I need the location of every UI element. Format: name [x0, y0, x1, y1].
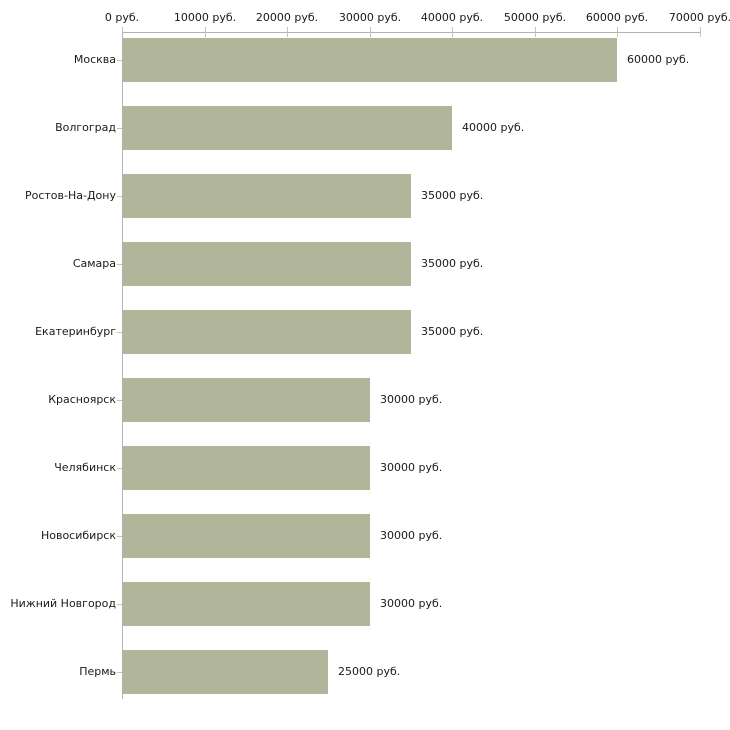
x-tick-label: 50000 руб. — [503, 11, 567, 24]
x-tick-label: 30000 руб. — [338, 11, 402, 24]
value-label: 35000 руб. — [421, 189, 484, 202]
x-axis-line — [122, 32, 700, 33]
x-tick-label: 10000 руб. — [173, 11, 237, 24]
bar — [123, 378, 370, 422]
x-tick-mark — [452, 27, 453, 37]
category-label: Новосибирск — [40, 529, 116, 542]
category-label: Нижний Новгород — [10, 597, 116, 610]
x-tick-mark — [535, 27, 536, 37]
value-label: 30000 руб. — [380, 393, 443, 406]
x-tick-mark — [700, 27, 701, 37]
category-label: Москва — [73, 53, 116, 66]
x-tick-label: 0 руб. — [104, 11, 140, 24]
value-label: 35000 руб. — [421, 325, 484, 338]
category-label: Пермь — [79, 665, 116, 678]
value-label: 60000 руб. — [627, 53, 690, 66]
x-tick-mark — [370, 27, 371, 37]
bar — [123, 446, 370, 490]
category-tick-mark — [117, 468, 122, 469]
category-tick-mark — [117, 60, 122, 61]
x-tick-label: 20000 руб. — [255, 11, 319, 24]
category-label: Челябинск — [54, 461, 116, 474]
value-label: 25000 руб. — [338, 665, 401, 678]
x-tick-label: 40000 руб. — [420, 11, 484, 24]
bar — [123, 174, 411, 218]
value-label: 35000 руб. — [421, 257, 484, 270]
category-tick-mark — [117, 332, 122, 333]
bar — [123, 38, 617, 82]
category-tick-mark — [117, 128, 122, 129]
category-tick-mark — [117, 264, 122, 265]
value-label: 30000 руб. — [380, 597, 443, 610]
bar — [123, 514, 370, 558]
category-tick-mark — [117, 196, 122, 197]
bar — [123, 650, 328, 694]
bar — [123, 582, 370, 626]
category-label: Ростов-На-Дону — [24, 189, 116, 202]
value-label: 40000 руб. — [462, 121, 525, 134]
value-label: 30000 руб. — [380, 529, 443, 542]
x-tick-mark — [287, 27, 288, 37]
category-tick-mark — [117, 672, 122, 673]
x-tick-mark — [617, 27, 618, 37]
category-label: Волгоград — [55, 121, 116, 134]
bar — [123, 106, 452, 150]
x-tick-mark — [205, 27, 206, 37]
category-label: Самара — [72, 257, 116, 270]
category-tick-mark — [117, 604, 122, 605]
category-tick-mark — [117, 400, 122, 401]
x-tick-label: 70000 руб. — [668, 11, 730, 24]
x-tick-label: 60000 руб. — [585, 11, 649, 24]
bar — [123, 310, 411, 354]
bar — [123, 242, 411, 286]
category-label: Красноярск — [48, 393, 116, 406]
y-axis-line — [122, 32, 123, 699]
category-tick-mark — [117, 536, 122, 537]
category-label: Екатеринбург — [35, 325, 116, 338]
value-label: 30000 руб. — [380, 461, 443, 474]
